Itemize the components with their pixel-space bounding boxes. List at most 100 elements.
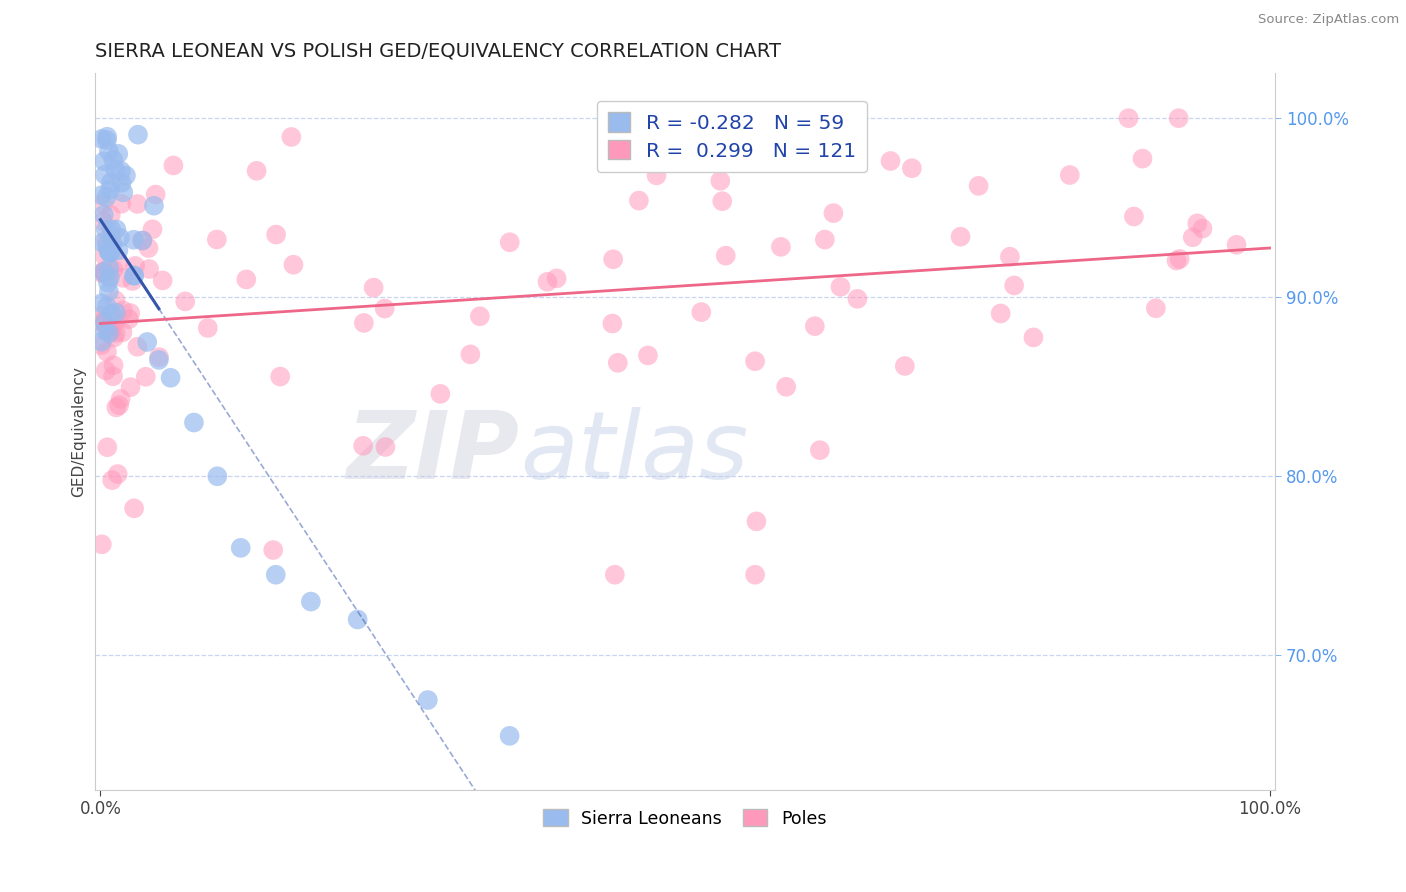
Point — [111, 271, 134, 285]
Point — [374, 301, 396, 316]
Point — [949, 229, 972, 244]
Point — [808, 443, 831, 458]
Point — [197, 321, 219, 335]
Point — [96, 300, 118, 314]
Point — [105, 222, 128, 236]
Point — [1187, 216, 1209, 230]
Point — [1022, 330, 1045, 344]
Point — [627, 194, 650, 208]
Point — [135, 369, 157, 384]
Point — [546, 271, 568, 285]
Point — [264, 227, 287, 242]
Point — [141, 222, 163, 236]
Point — [1122, 210, 1144, 224]
Point — [124, 259, 146, 273]
Point — [103, 153, 125, 167]
Point — [100, 208, 122, 222]
Point — [90, 296, 112, 310]
Point — [690, 305, 713, 319]
Point — [90, 188, 112, 202]
Point — [775, 380, 797, 394]
Point — [823, 206, 845, 220]
Point — [94, 315, 117, 329]
Point — [1059, 168, 1081, 182]
Point — [745, 514, 768, 528]
Point — [97, 145, 120, 159]
Point — [103, 358, 125, 372]
Point — [91, 214, 114, 228]
Point — [91, 235, 114, 250]
Point — [93, 249, 115, 263]
Point — [94, 363, 117, 377]
Point — [91, 316, 114, 330]
Point — [1167, 111, 1189, 125]
Point — [104, 326, 127, 340]
Point — [744, 354, 766, 368]
Point — [894, 359, 917, 373]
Point — [280, 130, 302, 145]
Point — [235, 272, 257, 286]
Point — [111, 303, 134, 318]
Point — [205, 232, 228, 246]
Point — [136, 334, 159, 349]
Point — [637, 348, 659, 362]
Point — [299, 594, 322, 608]
Point — [100, 307, 122, 321]
Point — [96, 268, 118, 282]
Point — [104, 293, 127, 308]
Point — [846, 292, 869, 306]
Point — [107, 255, 129, 269]
Point — [879, 153, 901, 168]
Point — [602, 317, 624, 331]
Point — [901, 161, 924, 176]
Point — [122, 233, 145, 247]
Point — [122, 268, 145, 283]
Point — [94, 223, 117, 237]
Point — [103, 330, 125, 344]
Point — [131, 234, 153, 248]
Point — [98, 245, 121, 260]
Point — [97, 325, 120, 339]
Point — [97, 276, 120, 290]
Point — [107, 244, 129, 258]
Point — [96, 238, 118, 252]
Point — [1002, 278, 1025, 293]
Point — [94, 324, 117, 338]
Point — [229, 541, 252, 555]
Point — [602, 252, 624, 267]
Point — [709, 174, 731, 188]
Point — [269, 369, 291, 384]
Point — [93, 208, 115, 222]
Point — [603, 567, 626, 582]
Point — [98, 326, 121, 341]
Point — [127, 128, 149, 142]
Point — [363, 280, 385, 294]
Point — [93, 265, 115, 279]
Point — [468, 310, 491, 324]
Point — [101, 369, 124, 384]
Point — [207, 469, 229, 483]
Point — [148, 352, 170, 367]
Point — [416, 693, 439, 707]
Point — [100, 324, 122, 338]
Point — [148, 350, 170, 364]
Point — [998, 250, 1021, 264]
Point — [104, 316, 127, 330]
Point — [1144, 301, 1167, 316]
Point — [122, 268, 145, 283]
Point — [645, 169, 668, 183]
Point — [120, 380, 142, 394]
Point — [145, 187, 167, 202]
Point — [769, 240, 792, 254]
Text: ZIP: ZIP — [347, 407, 520, 499]
Point — [353, 316, 375, 330]
Point — [138, 241, 160, 255]
Point — [101, 235, 124, 250]
Point — [498, 729, 520, 743]
Point — [100, 176, 122, 190]
Point — [152, 273, 174, 287]
Point — [127, 197, 149, 211]
Point — [98, 261, 121, 276]
Point — [100, 229, 122, 244]
Point — [121, 274, 143, 288]
